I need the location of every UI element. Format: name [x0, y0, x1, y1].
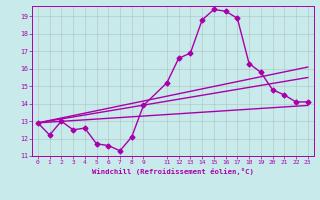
X-axis label: Windchill (Refroidissement éolien,°C): Windchill (Refroidissement éolien,°C): [92, 168, 254, 175]
